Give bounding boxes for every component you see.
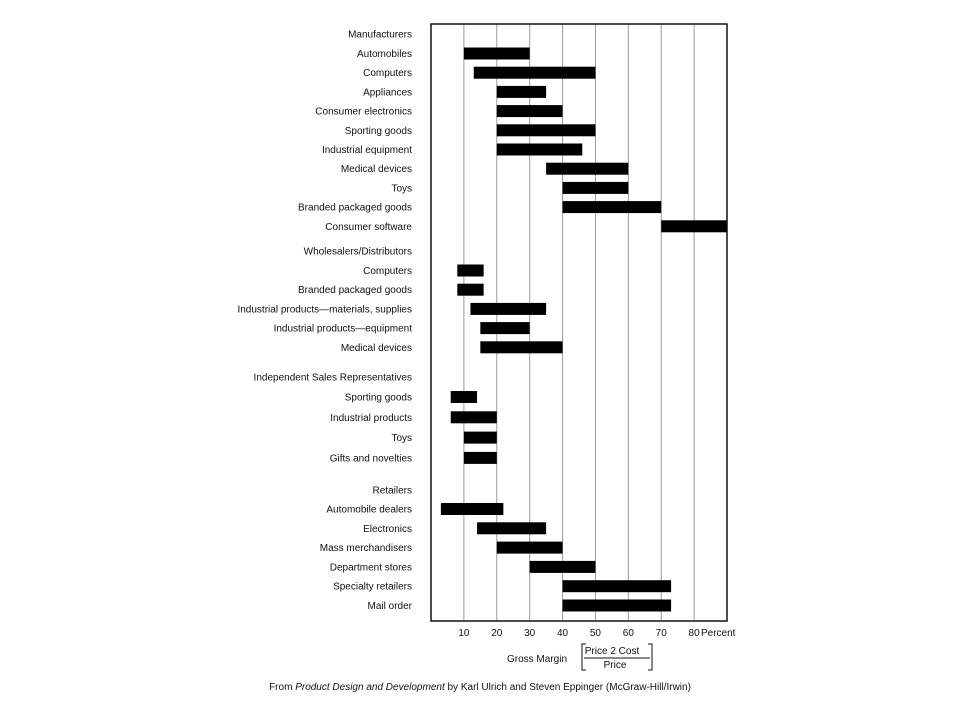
category-label-sporting-goods: Sporting goods: [345, 126, 412, 137]
bar-independent-sales-representatives-industrial-products: [450, 411, 497, 424]
category-label-consumer-electronics: Consumer electronics: [315, 107, 412, 118]
category-label-medical-devices: Medical devices: [341, 343, 412, 354]
caption-suffix: by Karl Ulrich and Steven Eppinger (McGr…: [444, 682, 691, 693]
category-label-department-stores: Department stores: [330, 562, 412, 573]
formula-numerator: Price 2 Cost: [585, 646, 640, 657]
bar-retailers-electronics: [477, 522, 547, 535]
plot-frame: [430, 23, 728, 622]
group-header-wholesalers-distributors: Wholesalers/Distributors: [304, 247, 412, 258]
x-tick-label-30: 30: [524, 628, 536, 639]
category-label-electronics: Electronics: [363, 524, 412, 535]
bar-independent-sales-representatives-sporting-goods: [450, 391, 478, 403]
group-header-retailers: Retailers: [373, 486, 412, 497]
category-label-automobiles: Automobiles: [357, 49, 412, 60]
bar-independent-sales-representatives-toys: [463, 431, 497, 444]
x-tick-label-80: 80: [689, 628, 701, 639]
group-header-manufacturers: Manufacturers: [348, 30, 412, 41]
bar-wholesalers-distributors-computers: [457, 264, 484, 277]
category-label-sporting-goods: Sporting goods: [345, 393, 412, 404]
bar-wholesalers-distributors-branded-packaged-goods: [457, 283, 484, 296]
x-unit-label: Percent: [701, 628, 736, 639]
category-label-industrial-equipment: Industrial equipment: [322, 145, 412, 156]
category-labels: Manufacturers Automobiles Computers Applian…: [237, 30, 412, 613]
category-label-appliances: Appliances: [363, 87, 412, 98]
bar-manufacturers-automobiles: [463, 47, 530, 60]
bar-manufacturers-industrial-equipment: [496, 143, 583, 156]
category-label-industrial-products: Industrial products: [330, 413, 412, 424]
caption-prefix: From: [269, 682, 296, 693]
bar-wholesalers-distributors-medical-devices: [480, 341, 563, 354]
bar-manufacturers-computers: [473, 66, 596, 79]
bar-independent-sales-representatives-gifts-and-novelties: [463, 451, 497, 464]
formula-box: Price 2 Cost Price: [581, 643, 653, 671]
x-tick-label-40: 40: [557, 628, 569, 639]
x-tick-label-20: 20: [491, 628, 503, 639]
bar-manufacturers-sporting-goods: [496, 124, 596, 137]
bar-wholesalers-distributors-industrial-products-materials-supplies: [470, 302, 547, 315]
category-label-toys: Toys: [391, 433, 412, 444]
formula-denominator: Price: [604, 660, 627, 671]
category-label-computers: Computers: [363, 68, 412, 79]
source-caption: From Product Design and Development by K…: [0, 682, 960, 693]
category-label-branded-packaged-goods: Branded packaged goods: [298, 285, 412, 296]
x-tick-labels: 10 20 30 40 50 60 70 80: [458, 628, 700, 639]
x-tick-label-60: 60: [623, 628, 635, 639]
category-label-computers: Computers: [363, 266, 412, 277]
bar-retailers-mail-order: [562, 599, 672, 612]
bar-manufacturers-branded-packaged-goods: [562, 201, 662, 214]
category-label-branded-packaged-goods: Branded packaged goods: [298, 203, 412, 214]
category-label-gifts-and-novelties: Gifts and novelties: [330, 453, 412, 464]
category-label-mail-order: Mail order: [368, 601, 413, 612]
category-label-consumer-software: Consumer software: [325, 222, 412, 233]
bar-manufacturers-toys: [562, 181, 629, 194]
formula-left-bracket: [581, 643, 586, 671]
bar-manufacturers-consumer-software: [661, 220, 727, 233]
bar-retailers-automobile-dealers: [440, 503, 504, 515]
caption-book-title: Product Design and Development: [295, 682, 445, 693]
bars: [440, 47, 727, 612]
category-label-medical-devices: Medical devices: [341, 164, 412, 175]
bar-wholesalers-distributors-industrial-products-equipment: [480, 322, 530, 335]
x-axis-title: Gross Margin: [507, 654, 567, 665]
category-label-mass-merchandisers: Mass merchandisers: [320, 543, 412, 554]
category-label-automobile-dealers: Automobile dealers: [326, 505, 412, 516]
bar-manufacturers-appliances: [496, 85, 547, 98]
x-tick-label-70: 70: [656, 628, 668, 639]
formula-right-bracket: [648, 643, 653, 671]
category-label-toys: Toys: [391, 183, 412, 194]
category-label-industrial-products-materials-supplies: Industrial products—materials, supplies: [237, 304, 412, 315]
bar-retailers-mass-merchandisers: [496, 541, 563, 554]
x-tick-label-10: 10: [458, 628, 470, 639]
bar-manufacturers-consumer-electronics: [496, 105, 563, 118]
bar-retailers-specialty-retailers: [562, 580, 672, 593]
x-tick-label-50: 50: [590, 628, 602, 639]
category-label-specialty-retailers: Specialty retailers: [333, 582, 412, 593]
bar-manufacturers-medical-devices: [546, 162, 629, 175]
group-header-independent-sales-representatives: Independent Sales Representatives: [254, 373, 412, 384]
bar-retailers-department-stores: [529, 560, 596, 573]
category-label-industrial-products-equipment: Industrial products—equipment: [274, 324, 413, 335]
